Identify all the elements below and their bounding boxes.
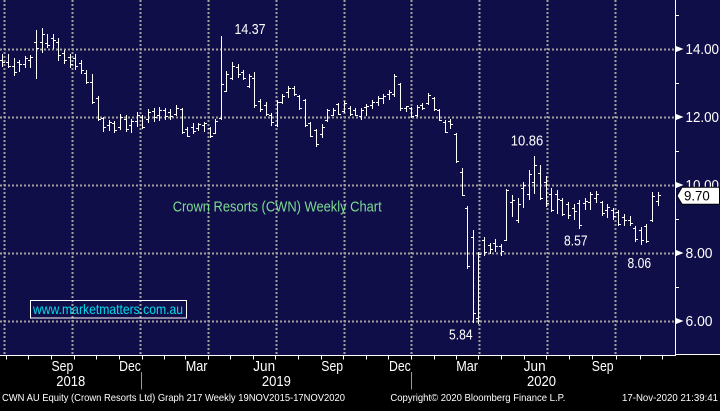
svg-text:12.00: 12.00	[686, 110, 720, 126]
svg-text:14.37: 14.37	[235, 22, 266, 38]
svg-text:Dec: Dec	[389, 359, 411, 375]
svg-text:8.57: 8.57	[564, 234, 588, 250]
svg-text:6.00: 6.00	[686, 314, 713, 330]
svg-text:Mar: Mar	[186, 359, 208, 375]
svg-text:CWN AU Equity (Crown Resorts L: CWN AU Equity (Crown Resorts Ltd) Graph …	[2, 392, 345, 404]
svg-text:10.86: 10.86	[511, 134, 544, 150]
svg-text:Jun: Jun	[524, 359, 546, 375]
svg-text:Sep: Sep	[592, 359, 614, 375]
svg-text:9.70: 9.70	[684, 188, 710, 203]
svg-text:Copyright© 2020 Bloomberg Fina: Copyright© 2020 Bloomberg Finance L.P.	[390, 392, 565, 404]
svg-text:8.06: 8.06	[628, 256, 652, 272]
svg-text:Mar: Mar	[456, 359, 478, 375]
svg-text:2020: 2020	[527, 374, 556, 390]
svg-text:Jun: Jun	[253, 359, 275, 375]
svg-text:2018: 2018	[56, 374, 85, 390]
svg-text:Sep: Sep	[52, 359, 74, 375]
svg-text:14.00: 14.00	[686, 42, 720, 58]
svg-text:5.84: 5.84	[449, 328, 473, 344]
svg-text:Sep: Sep	[321, 359, 343, 375]
svg-text:Crown Resorts (CWN) Weekly Cha: Crown Resorts (CWN) Weekly Chart	[173, 200, 382, 216]
svg-text:8.00: 8.00	[686, 246, 713, 262]
svg-text:17-Nov-2020 21:39:41: 17-Nov-2020 21:39:41	[622, 392, 718, 404]
svg-text:Dec: Dec	[119, 359, 141, 375]
svg-text:www.marketmatters.com.au: www.marketmatters.com.au	[32, 301, 183, 317]
svg-text:2019: 2019	[262, 374, 291, 390]
